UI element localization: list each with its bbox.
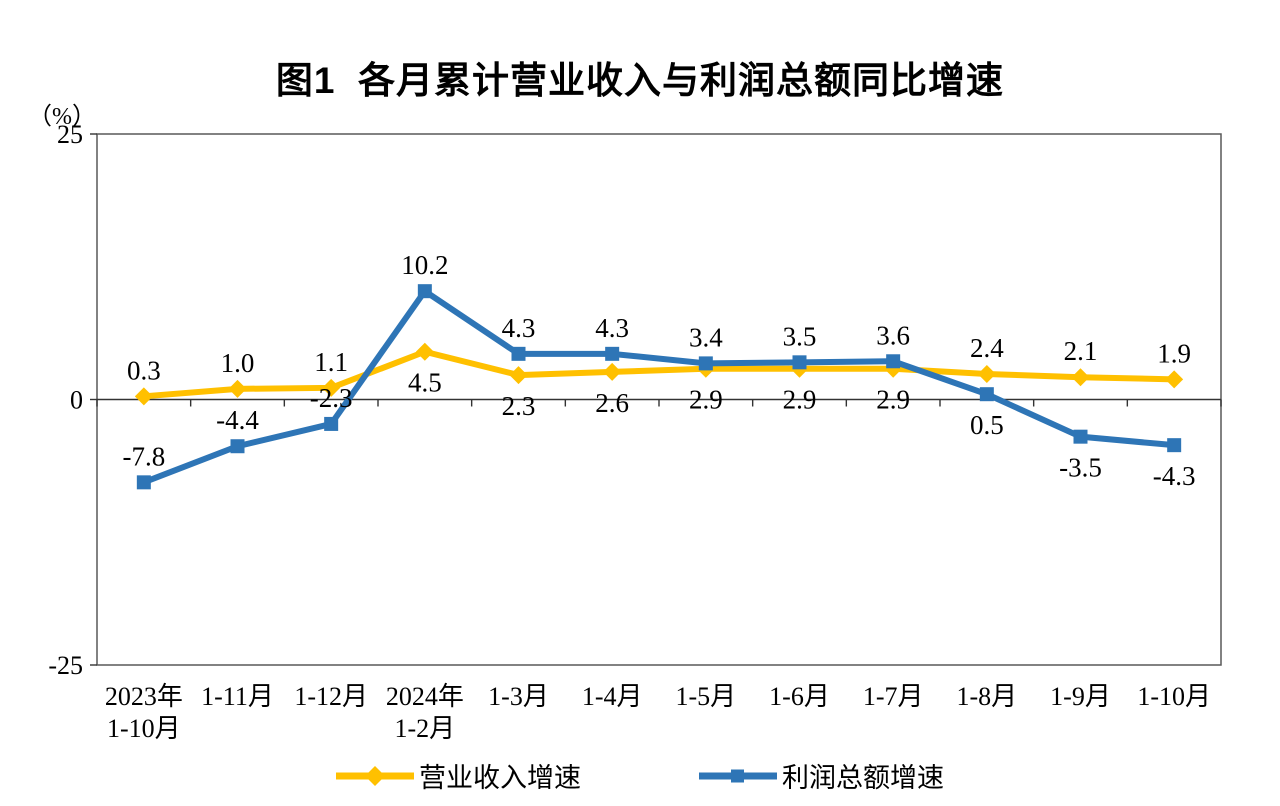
svg-text:0.3: 0.3 — [127, 355, 161, 385]
svg-text:-2.3: -2.3 — [310, 383, 353, 413]
svg-text:2.9: 2.9 — [876, 385, 910, 415]
svg-text:2023年: 2023年 — [105, 682, 183, 711]
svg-text:2.1: 2.1 — [1064, 336, 1098, 366]
svg-text:1-12月: 1-12月 — [294, 682, 368, 711]
svg-text:1-5月: 1-5月 — [675, 682, 736, 711]
svg-text:1-4月: 1-4月 — [582, 682, 643, 711]
svg-text:4.3: 4.3 — [595, 313, 629, 343]
profit-series-legend-label: 利润总额增速 — [782, 763, 944, 793]
svg-text:1-9月: 1-9月 — [1050, 682, 1111, 711]
svg-text:-25: -25 — [48, 651, 83, 680]
svg-text:0.5: 0.5 — [970, 410, 1004, 440]
svg-text:1-3月: 1-3月 — [488, 682, 549, 711]
svg-text:1.9: 1.9 — [1157, 338, 1191, 368]
svg-text:10.2: 10.2 — [401, 250, 448, 280]
svg-text:2.6: 2.6 — [595, 388, 629, 418]
svg-text:1-8月: 1-8月 — [956, 682, 1017, 711]
svg-text:2024年: 2024年 — [386, 682, 464, 711]
svg-text:1.1: 1.1 — [314, 347, 348, 377]
svg-text:-7.8: -7.8 — [122, 441, 165, 471]
svg-text:3.6: 3.6 — [876, 320, 910, 350]
svg-text:1-2月: 1-2月 — [394, 714, 455, 743]
svg-text:1-11月: 1-11月 — [201, 682, 274, 711]
svg-text:25: 25 — [57, 120, 83, 149]
svg-text:2.4: 2.4 — [970, 333, 1004, 363]
profit-series-legend-marker — [699, 769, 777, 782]
revenue-series-legend-label: 营业收入增速 — [419, 763, 581, 793]
svg-text:3.4: 3.4 — [689, 322, 723, 352]
svg-text:1.0: 1.0 — [221, 348, 255, 378]
svg-text:1-10月: 1-10月 — [107, 714, 181, 743]
svg-text:0: 0 — [70, 386, 83, 415]
legend-item-revenue: 营业收入增速 — [336, 756, 581, 795]
svg-text:2.9: 2.9 — [783, 385, 817, 415]
y-axis-unit-label: （%） — [28, 104, 96, 130]
svg-text:-4.4: -4.4 — [216, 405, 259, 435]
svg-text:4.5: 4.5 — [408, 368, 442, 398]
svg-text:3.5: 3.5 — [783, 321, 817, 351]
svg-text:-4.3: -4.3 — [1153, 461, 1196, 491]
revenue-series-legend-marker — [336, 765, 414, 786]
svg-text:1-6月: 1-6月 — [769, 682, 830, 711]
svg-text:2.3: 2.3 — [502, 391, 536, 421]
svg-text:4.3: 4.3 — [502, 313, 536, 343]
svg-text:1-10月: 1-10月 — [1137, 682, 1211, 711]
legend-item-profit: 利润总额增速 — [699, 756, 944, 795]
svg-text:2.9: 2.9 — [689, 385, 723, 415]
chart-title: 图1 各月累计营业收入与利润总额同比增速 — [275, 60, 1005, 101]
svg-text:1-7月: 1-7月 — [863, 682, 924, 711]
legend: 营业收入增速 利润总额增速 — [0, 756, 1280, 795]
svg-text:-3.5: -3.5 — [1059, 453, 1102, 483]
